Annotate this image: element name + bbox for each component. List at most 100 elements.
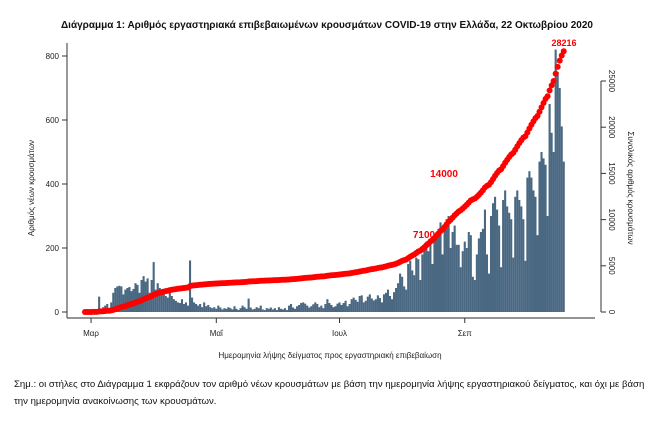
chart-title: Διάγραμμα 1: Αριθμός εργαστηριακά επιβεβ…: [61, 20, 593, 31]
bar: [255, 307, 258, 312]
y-tick-label: 400: [46, 180, 60, 189]
bar: [134, 283, 137, 312]
bar: [447, 216, 450, 312]
bar: [429, 238, 432, 312]
bar: [271, 309, 274, 312]
bar: [560, 126, 563, 313]
bar: [421, 254, 424, 312]
bar: [249, 307, 252, 312]
bar: [342, 303, 345, 312]
bar: [475, 254, 478, 312]
bar: [540, 152, 543, 312]
bar: [508, 212, 511, 312]
bar: [445, 219, 448, 312]
bar: [558, 88, 561, 312]
bar: [441, 254, 444, 312]
y-tick-label: 0: [55, 308, 60, 317]
bar: [164, 296, 167, 312]
bar: [518, 200, 521, 312]
bar: [399, 273, 402, 312]
bar: [221, 309, 224, 312]
bar: [251, 309, 254, 312]
bar: [176, 302, 179, 312]
bar: [516, 190, 519, 312]
bar: [469, 235, 472, 312]
bar: [253, 308, 256, 312]
bar: [283, 308, 287, 312]
bar: [287, 305, 291, 312]
bar: [437, 228, 440, 312]
bar: [277, 307, 280, 312]
bar: [546, 216, 549, 312]
bar: [310, 306, 313, 312]
y-tick-label: 600: [46, 116, 60, 125]
y2-tick-label: 25000: [607, 70, 616, 93]
bar: [340, 304, 343, 312]
y2-tick-label: 10000: [607, 208, 616, 231]
bar: [322, 308, 325, 312]
bar: [215, 308, 218, 312]
bar: [401, 276, 404, 312]
bar: [504, 190, 507, 312]
bar: [257, 308, 260, 312]
cumulative-point: [552, 70, 559, 77]
bar: [358, 296, 361, 312]
bar: [211, 308, 214, 312]
cumulative-point: [550, 77, 557, 84]
bar: [530, 177, 533, 312]
bar: [498, 225, 501, 312]
bar: [300, 303, 303, 312]
bar: [158, 288, 161, 312]
bar: [364, 300, 367, 312]
bar: [320, 305, 323, 312]
bar: [142, 276, 145, 312]
bar: [195, 304, 198, 312]
bar: [128, 287, 131, 312]
bar: [241, 305, 244, 312]
bar: [524, 260, 527, 312]
cumulative-point: [548, 82, 555, 89]
bar: [526, 177, 529, 312]
bar: [302, 302, 305, 312]
bar: [451, 232, 454, 312]
bar: [245, 308, 248, 312]
bar: [548, 104, 551, 312]
bar: [203, 302, 206, 312]
bar: [354, 299, 357, 312]
bar: [552, 152, 555, 312]
annotation-14000: 14000: [430, 169, 458, 180]
bar: [259, 305, 262, 312]
cumulative-point: [544, 93, 551, 100]
bar: [326, 299, 329, 312]
bar: [298, 304, 301, 312]
bar: [233, 306, 236, 312]
cumulative-line-group: [82, 48, 567, 315]
bar: [467, 232, 470, 312]
bar: [263, 310, 266, 312]
bar: [411, 270, 414, 312]
bar: [502, 200, 505, 312]
bar: [148, 292, 151, 312]
bar: [384, 292, 388, 312]
chart: Διάγραμμα 1: Αριθμός εργαστηριακά επιβεβ…: [27, 20, 635, 360]
cumulative-point: [554, 63, 561, 70]
bar: [168, 291, 171, 312]
y-ticks-left: 0 200 400 600 800: [46, 52, 67, 317]
bar: [403, 286, 406, 312]
bar: [427, 251, 430, 312]
bar: [213, 307, 216, 312]
cumulative-point: [556, 57, 563, 64]
bar: [338, 302, 341, 312]
bar: [140, 280, 143, 312]
bar: [425, 241, 428, 312]
bar: [332, 307, 335, 312]
bar: [556, 72, 559, 312]
bar: [485, 254, 489, 312]
bar: [209, 307, 212, 312]
bar: [439, 222, 442, 312]
x-tick-label: Ιουλ: [332, 329, 347, 338]
bar: [156, 283, 159, 312]
bar: [461, 251, 464, 312]
bar: [536, 235, 539, 312]
bar: [374, 299, 377, 312]
